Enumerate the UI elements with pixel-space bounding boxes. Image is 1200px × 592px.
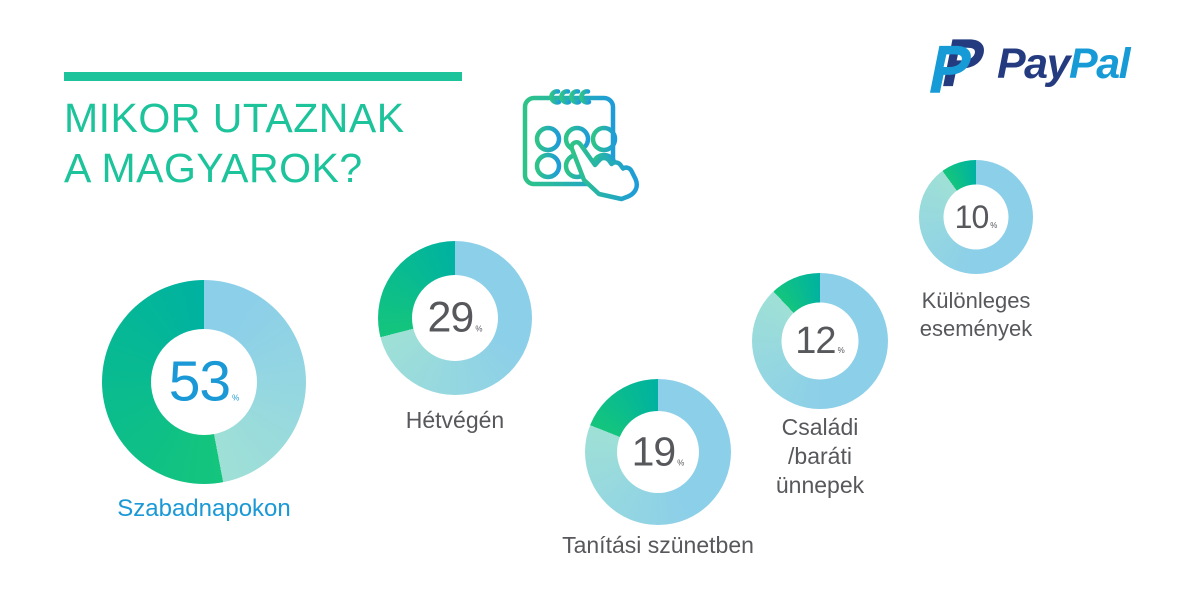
paypal-monogram-icon <box>930 38 985 93</box>
donut-value-row: 12 % <box>795 322 844 360</box>
paypal-wordmark: PayPal <box>997 39 1131 90</box>
donut-hole <box>781 302 859 380</box>
donut-chart-tanitasi-szunetben: 19 % Tanítási szünetben <box>562 379 754 558</box>
donut-hole <box>412 275 498 361</box>
donut-value: 10 <box>954 199 990 235</box>
donut-unit: % <box>475 324 483 334</box>
calendar-tap-icon <box>478 82 648 207</box>
donut-label: Tanítási szünetben <box>562 532 754 558</box>
donut-value: 29 <box>427 293 475 342</box>
donut-unit: % <box>677 458 685 468</box>
donut-label: Hétvégén <box>405 407 505 433</box>
donut-value-row: 53 % <box>168 349 240 414</box>
donut-chart-szabadnapokon: 53 % Szabadnapokon <box>102 280 306 522</box>
donut-unit: % <box>232 393 240 403</box>
donut-unit: % <box>990 221 998 230</box>
donut-value: 53 <box>168 349 231 414</box>
donut-chart-hetvegen: 29 % Hétvégén <box>378 241 532 433</box>
donut-value: 12 <box>795 320 836 362</box>
donut-value: 19 <box>631 428 677 475</box>
page-title-line2: A MAGYAROK? <box>64 144 363 191</box>
page-title-line1: MIKOR UTAZNAK <box>64 95 405 141</box>
donut-label: Szabadnapokon <box>117 495 291 522</box>
paypal-wordmark-pal: Pal <box>1069 39 1131 88</box>
paypal-logo: PayPal <box>930 36 1131 96</box>
donut-hole <box>151 329 257 435</box>
donut-hole <box>617 411 699 493</box>
page-title: MIKOR UTAZNAK A MAGYAROK? <box>64 94 405 193</box>
donut-unit: % <box>837 346 845 355</box>
donut-value-row: 29 % <box>427 293 483 342</box>
donut-chart-csaladi-barati-unnepek: 12 % Családi /baráti ünnepek <box>752 273 888 498</box>
donut-label: Különleges események <box>919 288 1033 341</box>
donut-value-row: 10 % <box>955 201 998 233</box>
donut-label: Családi /baráti ünnepek <box>775 414 865 498</box>
title-accent-bar <box>64 72 462 81</box>
donut-chart-kulonleges-esemenyek: 10 % Különleges események <box>919 160 1033 341</box>
paypal-wordmark-pay: Pay <box>997 39 1071 88</box>
donut-hole <box>943 184 1009 250</box>
donut-value-row: 19 % <box>631 428 685 475</box>
